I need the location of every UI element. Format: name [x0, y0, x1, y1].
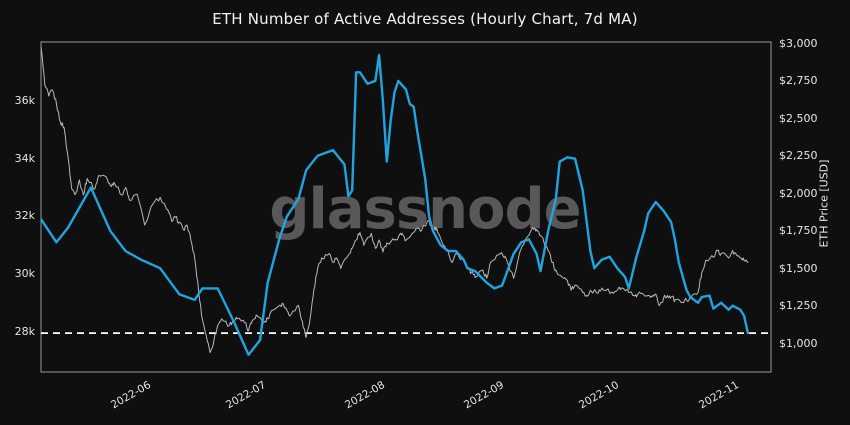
y-right-tick-label: $2,750 — [779, 74, 818, 87]
plot-border — [40, 41, 772, 373]
y-right-tick-label: $2,500 — [779, 111, 818, 125]
y-left-tick-label: 28k — [14, 324, 35, 338]
chart-title: ETH Number of Active Addresses (Hourly C… — [212, 10, 638, 28]
y-left-tick-label: 36k — [14, 94, 35, 108]
y-left-tick-label: 32k — [14, 209, 35, 223]
active-addresses-line — [41, 53, 750, 356]
eth-price-line — [41, 46, 749, 353]
y-left-tick-label: 30k — [14, 267, 35, 280]
y-right-tick-label: $3,000 — [779, 36, 818, 50]
y-right-tick-label: $2,250 — [779, 149, 818, 162]
y-right-tick-label: $1,750 — [779, 224, 818, 237]
y-left-tick-label: 34k — [14, 151, 35, 165]
y-right-tick-label: $1,500 — [779, 261, 818, 275]
y-right-axis-label: ETH Price [USD] — [817, 159, 831, 248]
y-right-tick-label: $2,000 — [779, 186, 818, 200]
y-right-tick-label: $1,250 — [779, 299, 818, 312]
y-right-tick-label: $1,000 — [779, 336, 818, 350]
